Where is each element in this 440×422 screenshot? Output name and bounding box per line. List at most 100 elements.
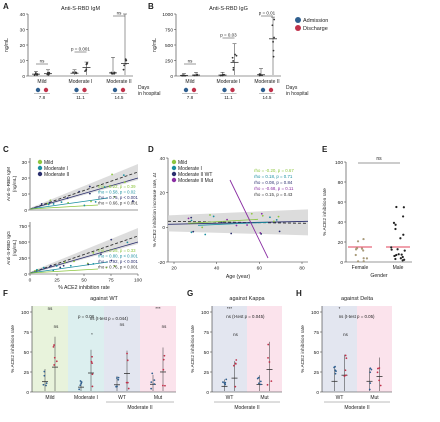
- panel-A-admission-dot: [112, 87, 118, 93]
- panel-D-legend-label: Moderate II Mut: [178, 178, 214, 184]
- panel-F-annotation-0: ns: [48, 306, 53, 311]
- panel-A-point: [36, 74, 38, 76]
- panel-B-ytick-label: 0: [170, 74, 173, 80]
- panel-D-point: [190, 216, 193, 219]
- panel-C-igg-point: [34, 269, 36, 272]
- panel-H-group-bg: [322, 306, 357, 392]
- panel-G-point: [235, 359, 238, 361]
- panel-C-igg-point: [92, 251, 95, 254]
- panel-D-ytick-label: 0: [162, 225, 165, 231]
- panel-B-ytick-label: 1000: [162, 12, 173, 18]
- panel-D-legend-swatch: [171, 177, 177, 183]
- panel-F-point: [164, 384, 166, 387]
- panel-E-point: [362, 257, 365, 260]
- panel-H-point: [344, 354, 347, 357]
- legend-discharge-swatch: [295, 25, 301, 31]
- panel-C-legend-label: Mild: [44, 160, 53, 166]
- panel-C-igm-ci-band: [30, 164, 138, 210]
- panel-F-point: [79, 384, 82, 387]
- panel-A-ylabel: ng/mL: [4, 38, 10, 52]
- panel-C-igm-ytick-label: 10: [22, 192, 28, 198]
- panel-E-point: [394, 227, 397, 231]
- panel-A-point: [46, 73, 49, 76]
- panel-C-igg-ytick-label: 750: [19, 224, 27, 230]
- panel-E-point: [397, 253, 400, 256]
- panel-D-xtick-label: 80: [299, 266, 305, 272]
- panel-H-point: [343, 375, 346, 378]
- panel-G-ytick-label: 50: [204, 350, 210, 356]
- panel-H-point: [333, 366, 336, 369]
- panel-A-ytick-label: 30: [20, 27, 26, 33]
- panel-F-group-bg: [32, 306, 68, 392]
- panel-F-group-label: Moderate I: [74, 395, 98, 401]
- panel-F-point: [163, 354, 166, 357]
- panel-F-ytick-label: 0: [26, 390, 29, 396]
- panel-H-annotation-0: *: [339, 306, 341, 311]
- panel-D-point: [201, 226, 204, 229]
- panel-F-point: [126, 352, 128, 355]
- panel-C-igg-point: [87, 263, 90, 266]
- panel-F-point: [115, 377, 118, 379]
- panel-C-igm-point: [52, 203, 55, 205]
- panel-H-group-bg: [357, 306, 392, 392]
- panel-C-igg-point: [55, 265, 58, 267]
- panel-E-ytick-label: 60: [338, 200, 344, 206]
- panel-A-days-value: 7.8: [39, 95, 46, 100]
- panel-G-point: [225, 378, 228, 381]
- panel-C-xtick-label: 0: [29, 278, 32, 284]
- panel-H-point: [378, 379, 381, 382]
- panel-E-point: [394, 257, 397, 261]
- panel-C-xtick-label: 100: [134, 278, 142, 284]
- panel-F-ytick-label: 50: [24, 350, 30, 356]
- panel-G-point: [224, 383, 227, 386]
- panel-C-igm-ytick-label: 30: [22, 160, 28, 166]
- panel-B-days-value: 7.8: [187, 95, 194, 100]
- panel-C-igg-ytick-label: 250: [19, 256, 27, 262]
- panel-E-point: [362, 237, 365, 241]
- panel-A-days-value: 11.1: [76, 95, 85, 100]
- panel-B-days-value: 14.5: [263, 95, 272, 100]
- panel-C-igm-stat-2: rho = 0.75, p < 0.001: [98, 195, 139, 200]
- panel-B-point: [232, 60, 235, 62]
- panel-letter-A: A: [3, 2, 9, 11]
- panel-C-xtick-label: 75: [108, 278, 114, 284]
- panel-H-point: [344, 369, 347, 372]
- panel-B-category-label: Moderate II: [254, 79, 279, 85]
- panel-H-point: [368, 388, 371, 391]
- panel-C-igm-point: [103, 186, 106, 188]
- panel-E-point: [401, 259, 404, 262]
- panel-F-point: [162, 358, 165, 361]
- panel-G-ytick-label: 25: [204, 370, 210, 376]
- panel-F-point: [80, 382, 83, 385]
- panel-F-point: [151, 372, 154, 375]
- panel-B-admission-dot: [183, 87, 189, 93]
- panel-C-igg-stat-0: rho = 0.25, p = 0.33: [98, 248, 136, 253]
- panel-B-point: [232, 66, 235, 69]
- panel-G-group-label: Mut: [260, 395, 269, 401]
- panel-B-point: [196, 73, 198, 76]
- panel-D-point: [261, 214, 264, 217]
- panel-F-group-label: Mild: [45, 395, 54, 401]
- panel-B-point: [272, 55, 275, 58]
- panel-G-ylabel: % ACE2 inhibition rate: [190, 325, 196, 373]
- panel-D-point: [277, 215, 280, 218]
- panel-G-ytick-label: 100: [201, 310, 209, 316]
- panel-F-point: [91, 362, 94, 365]
- panel-A-ytick-label: 20: [20, 43, 26, 49]
- panel-F-point: [45, 382, 48, 385]
- panel-C-igm-ytick-label: 0: [24, 208, 27, 214]
- panel-B-point: [182, 74, 185, 77]
- panel-C-igm-fit-moderate-i: [29, 197, 109, 210]
- panel-H-point: [369, 371, 372, 374]
- panel-A-point: [111, 72, 114, 75]
- panel-F-ytick-label: 100: [21, 310, 29, 316]
- panel-C-igg-point: [92, 263, 95, 265]
- panel-H-point: [378, 367, 381, 369]
- panel-E-ytick-label: 100: [335, 160, 343, 166]
- panel-B-point: [258, 74, 261, 77]
- panel-D-point: [246, 224, 248, 226]
- panel-H-point: [377, 367, 379, 370]
- panel-C-igm-stat-1: rho = 0.58, p = 0.02: [98, 190, 136, 195]
- panel-B-ytick-label: 250: [165, 58, 173, 64]
- panel-C-igg-point: [52, 269, 55, 272]
